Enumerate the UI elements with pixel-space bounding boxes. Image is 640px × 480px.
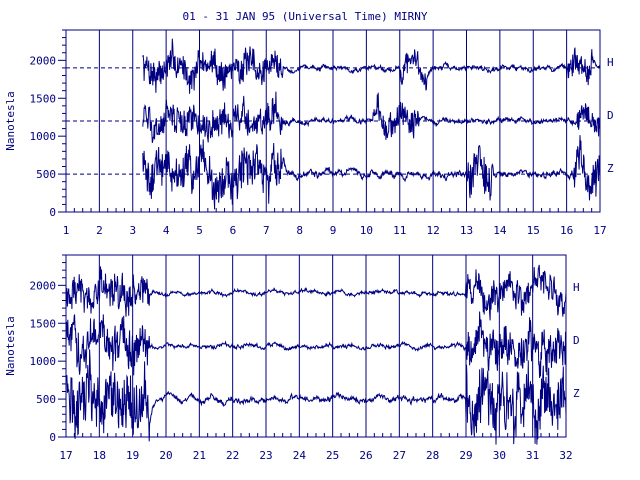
series-label-d: D: [573, 334, 580, 347]
series-label-d: D: [607, 109, 614, 122]
x-tick-label: 3: [129, 224, 136, 237]
y-tick-label: 1500: [30, 317, 57, 330]
x-tick-label: 2: [96, 224, 103, 237]
series-line-z: [142, 135, 601, 210]
x-tick-label: 18: [93, 449, 106, 462]
x-tick-label: 7: [263, 224, 270, 237]
x-tick-label: 26: [359, 449, 372, 462]
series-label-h: H: [607, 56, 614, 69]
x-tick-label: 25: [326, 449, 339, 462]
x-tick-label: 27: [393, 449, 406, 462]
x-tick-label: 29: [459, 449, 472, 462]
x-tick-label: 17: [593, 224, 606, 237]
x-tick-label: 1: [63, 224, 70, 237]
x-tick-label: 11: [393, 224, 406, 237]
x-tick-label: 19: [126, 449, 139, 462]
x-tick-label: 20: [159, 449, 172, 462]
top-panel: 1 2 3 4 5 6 7 8 9 10 11 12 13 14 15 16 17050010001500200…: [4, 29, 614, 237]
y-tick-label: 500: [36, 168, 56, 181]
x-tick-label: 21: [193, 449, 206, 462]
x-tick-label: 23: [259, 449, 272, 462]
x-tick-label: 22: [226, 449, 239, 462]
x-tick-label: 4: [163, 224, 170, 237]
y-tick-label: 2000: [30, 279, 57, 292]
series-label-h: H: [573, 281, 580, 294]
bottom-panel: 17 18 19 20 21 22 23 24 25 26 27 28 29 30 31 32 0 500 1000…: [4, 254, 580, 462]
x-tick-label: 8: [296, 224, 303, 237]
y-tick-label: 1000: [30, 130, 57, 143]
x-tick-label: 12: [427, 224, 440, 237]
series-line-d: [65, 311, 567, 379]
y-tick-label: 2000: [30, 54, 57, 67]
chart-title: 01 - 31 JAN 95 (Universal Time) MIRNY: [182, 10, 427, 23]
series-label-z: Z: [607, 162, 614, 175]
series-line-z: [65, 349, 567, 445]
x-tick-label: 32: [559, 449, 572, 462]
series-label-z: Z: [573, 387, 580, 400]
x-tick-label: 5: [196, 224, 203, 237]
series-line-d: [142, 91, 601, 144]
x-tick-label: 6: [230, 224, 237, 237]
series-line-h: [65, 264, 567, 321]
x-tick-label: 10: [360, 224, 373, 237]
x-tick-label: 14: [493, 224, 507, 237]
y-tick-label: 0: [49, 431, 56, 444]
y-tick-label: 0: [49, 206, 56, 219]
x-tick-label: 30: [493, 449, 506, 462]
y-axis-label: Nanotesla: [4, 91, 17, 151]
y-axis-label: Nanotesla: [4, 316, 17, 376]
x-tick-label: 17: [59, 449, 72, 462]
x-tick-label: 15: [527, 224, 540, 237]
series-line-h: [142, 38, 601, 94]
x-tick-label: 16: [560, 224, 573, 237]
x-tick-label: 13: [460, 224, 473, 237]
y-tick-label: 500: [36, 393, 56, 406]
x-tick-label: 24: [293, 449, 307, 462]
x-tick-label: 9: [330, 224, 337, 237]
x-tick-label: 31: [526, 449, 539, 462]
y-tick-label: 1000: [30, 355, 57, 368]
y-tick-label: 1500: [30, 92, 57, 105]
x-tick-label: 28: [426, 449, 439, 462]
